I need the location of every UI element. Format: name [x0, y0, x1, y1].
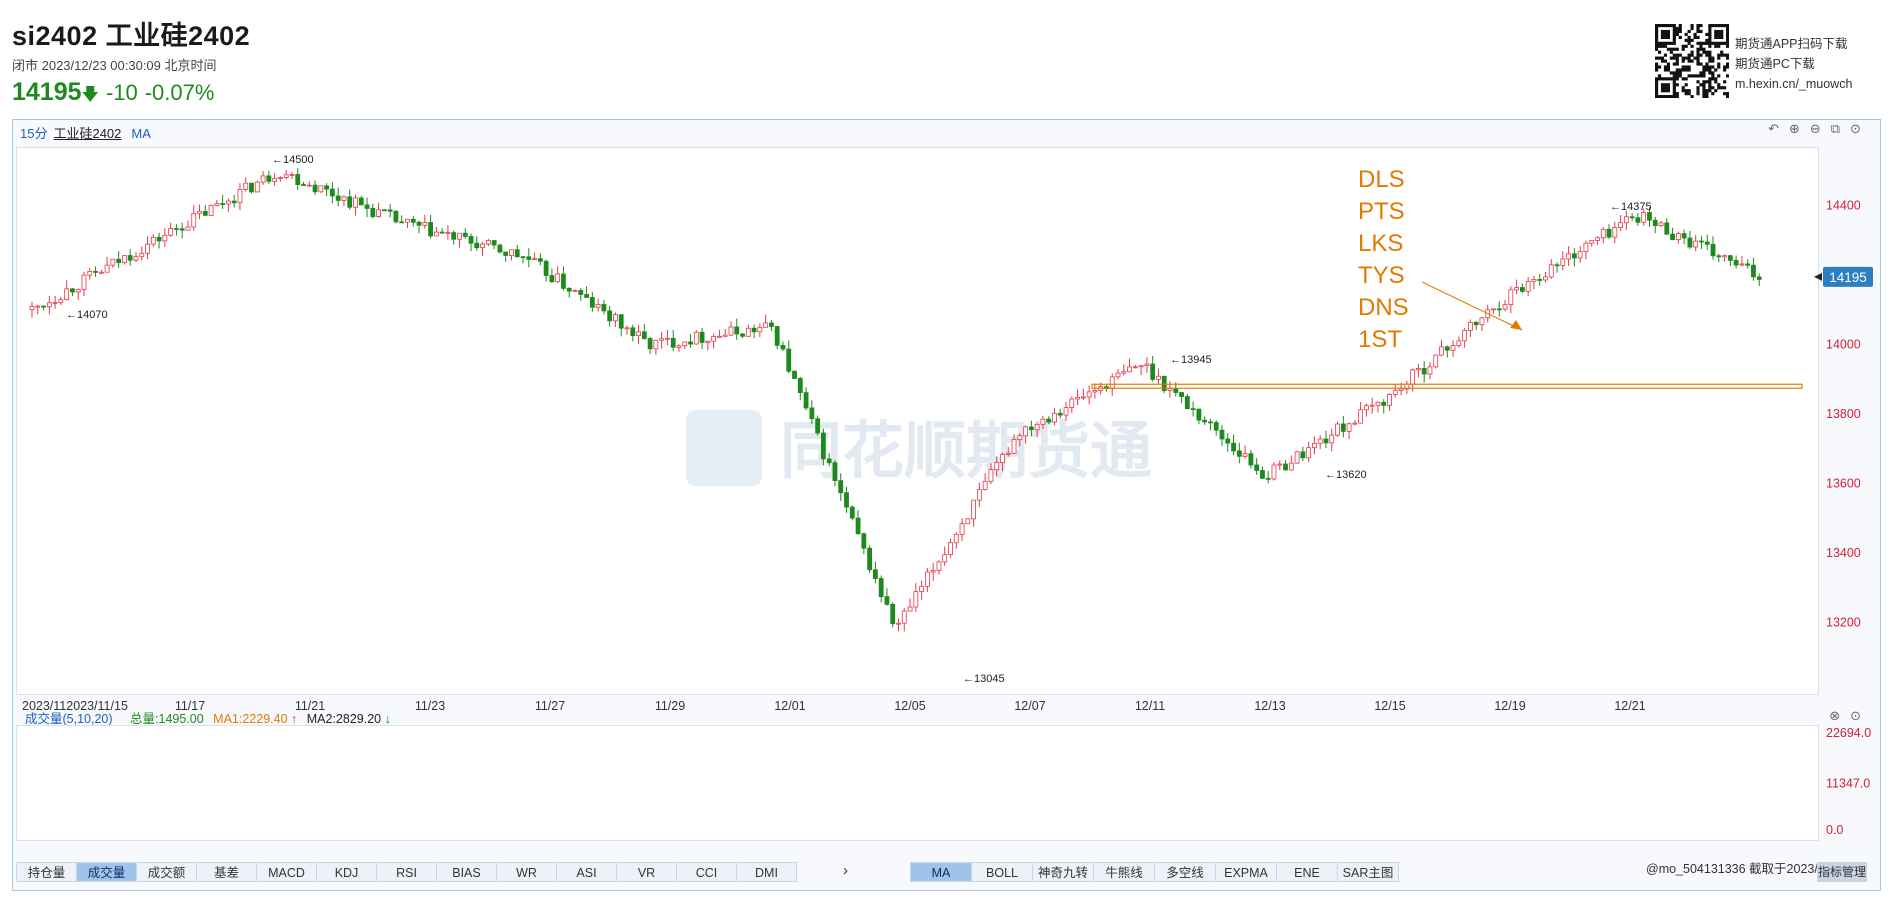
- indicator-tabs-left: 持仓量 成交量 成交额 基差 MACD KDJ RSI BIAS WR ASI VR CCI DMI: [16, 862, 797, 884]
- tab-left-4[interactable]: MACD: [256, 862, 317, 882]
- tab-left-9[interactable]: ASI: [556, 862, 617, 882]
- page-title: si2402 工业硅2402: [12, 21, 251, 51]
- tab-right-3[interactable]: 牛熊线: [1093, 862, 1155, 882]
- down-arrow-icon: 🡇: [81, 85, 100, 104]
- tab-right-4[interactable]: 多空线: [1154, 862, 1216, 882]
- indicator-manage-button[interactable]: 指标管理: [1817, 862, 1867, 882]
- tab-right-2[interactable]: 神奇九转: [1032, 862, 1094, 882]
- qr-code: [1655, 24, 1730, 99]
- period-label[interactable]: 15分: [20, 126, 48, 141]
- tab-left-7[interactable]: BIAS: [436, 862, 497, 882]
- tab-left-3[interactable]: 基差: [196, 862, 257, 882]
- chart-title-bar: 15分 工业硅2402 MA: [20, 123, 151, 142]
- volume-ma1: MA1:2229.40 ↑: [213, 712, 297, 726]
- close-icon[interactable]: ⊗: [1829, 708, 1851, 723]
- tab-left-10[interactable]: VR: [616, 862, 677, 882]
- tab-right-0[interactable]: MA: [910, 862, 972, 882]
- promo-line-url: m.hexin.cn/_muowch: [1735, 77, 1853, 91]
- tab-right-6[interactable]: ENE: [1276, 862, 1338, 882]
- indicator-label[interactable]: MA: [131, 126, 151, 141]
- volume-chart-area[interactable]: [16, 725, 1819, 841]
- tab-left-5[interactable]: KDJ: [316, 862, 377, 882]
- price-chart-area[interactable]: [16, 147, 1819, 695]
- tab-left-0[interactable]: 持仓量: [16, 862, 77, 882]
- volume-ma2-value: MA2:2829.20: [306, 712, 382, 726]
- last-price: 14195: [12, 78, 82, 106]
- tab-right-7[interactable]: SAR主图: [1337, 862, 1399, 882]
- tab-right-5[interactable]: EXPMA: [1215, 862, 1277, 882]
- window-icon[interactable]: ⧉: [1830, 121, 1851, 136]
- promo-line-pc: 期货通PC下载: [1735, 57, 1815, 71]
- volume-title[interactable]: 成交量(5,10,20): [25, 712, 113, 726]
- tab-left-12[interactable]: DMI: [736, 862, 797, 882]
- volume-legend: 成交量(5,10,20) 总量:1495.00 MA1:2229.40 ↑ MA…: [25, 708, 391, 727]
- promo-line-app: 期货通APP扫码下载: [1735, 37, 1848, 51]
- undo-icon[interactable]: ↶: [1768, 121, 1789, 136]
- tab-left-2[interactable]: 成交额: [136, 862, 197, 882]
- indicator-tabs-right: MA BOLL 神奇九转 牛熊线 多空线 EXPMA ENE SAR主图: [910, 862, 1399, 884]
- market-status: 闭市 2023/12/23 00:30:09 北京时间: [12, 58, 217, 73]
- settings-icon[interactable]: ⊙: [1850, 708, 1871, 723]
- tab-right-1[interactable]: BOLL: [971, 862, 1033, 882]
- price-change-pct: -0.07%: [144, 80, 215, 105]
- tab-left-6[interactable]: RSI: [376, 862, 437, 882]
- price-display: 14195🡇 -10 -0.07%: [12, 78, 214, 111]
- tab-left-8[interactable]: WR: [496, 862, 557, 882]
- volume-ma2: MA2:2829.20 ↓: [307, 712, 391, 726]
- screenshot-credit: @mo_504131336 截取于2023/12/23: [1646, 862, 1850, 876]
- volume-toolbar: ⊗⊙: [1829, 708, 1871, 724]
- volume-ma1-value: MA1:2229.40: [213, 712, 288, 726]
- download-promo: 期货通APP扫码下载 期货通PC下载 m.hexin.cn/_muowch: [1735, 34, 1852, 94]
- down-arrow-icon: ↓: [384, 712, 391, 726]
- chart-toolbar: ↶⊕⊖⧉⊙: [1768, 121, 1871, 137]
- next-arrow-icon[interactable]: ›: [843, 862, 848, 879]
- zoom-in-icon[interactable]: ⊕: [1788, 121, 1810, 136]
- up-arrow-icon: ↑: [291, 712, 298, 726]
- contract-name[interactable]: 工业硅2402: [53, 126, 122, 141]
- tab-left-1[interactable]: 成交量: [76, 862, 137, 882]
- price-change: -10: [105, 80, 138, 105]
- tab-left-11[interactable]: CCI: [676, 862, 737, 882]
- settings-icon[interactable]: ⊙: [1850, 121, 1871, 136]
- volume-total: 总量:1495.00: [130, 712, 204, 726]
- zoom-out-icon[interactable]: ⊖: [1809, 121, 1831, 136]
